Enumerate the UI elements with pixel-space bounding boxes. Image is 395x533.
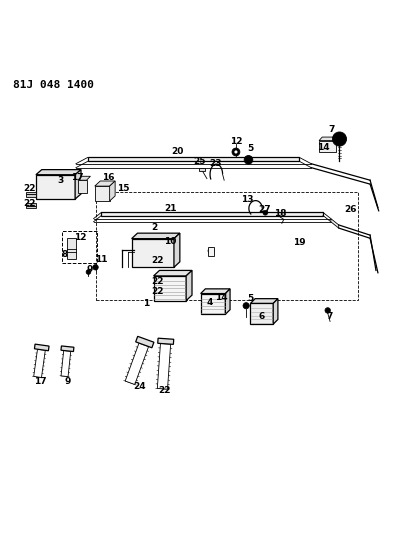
- Polygon shape: [273, 298, 278, 324]
- Polygon shape: [135, 336, 154, 348]
- Text: 12: 12: [73, 232, 86, 241]
- Circle shape: [234, 150, 237, 154]
- Circle shape: [243, 303, 249, 309]
- Polygon shape: [250, 298, 278, 303]
- Text: 24: 24: [134, 382, 146, 391]
- Polygon shape: [26, 206, 36, 208]
- Polygon shape: [158, 338, 174, 344]
- Text: 21: 21: [164, 204, 176, 213]
- Text: 13: 13: [241, 195, 254, 204]
- Polygon shape: [67, 238, 76, 259]
- Polygon shape: [36, 175, 75, 199]
- Text: 6: 6: [258, 312, 265, 321]
- Polygon shape: [132, 233, 180, 239]
- Text: 22: 22: [23, 183, 36, 192]
- Polygon shape: [319, 137, 339, 141]
- Text: 12: 12: [230, 138, 243, 146]
- Text: 22: 22: [151, 287, 164, 296]
- Polygon shape: [154, 276, 186, 301]
- Polygon shape: [61, 351, 71, 377]
- Text: 9: 9: [65, 377, 71, 386]
- Text: 17: 17: [34, 377, 47, 386]
- Polygon shape: [319, 141, 336, 151]
- Polygon shape: [26, 195, 36, 197]
- Text: 23: 23: [209, 159, 222, 168]
- Polygon shape: [154, 270, 192, 276]
- Text: 81J 048 1400: 81J 048 1400: [13, 80, 94, 90]
- Text: 5: 5: [247, 294, 254, 303]
- Polygon shape: [199, 168, 205, 171]
- Polygon shape: [174, 233, 180, 267]
- Text: 19: 19: [293, 238, 306, 247]
- Text: 22: 22: [151, 256, 164, 265]
- Text: 14: 14: [215, 293, 228, 302]
- Text: 22: 22: [23, 199, 36, 208]
- Circle shape: [325, 308, 331, 313]
- Text: 2: 2: [151, 223, 158, 232]
- Polygon shape: [75, 169, 81, 199]
- Polygon shape: [110, 181, 115, 201]
- Text: 26: 26: [344, 205, 357, 214]
- Text: 16: 16: [102, 173, 114, 182]
- Text: 3: 3: [57, 176, 63, 185]
- Circle shape: [263, 211, 268, 215]
- Polygon shape: [157, 343, 171, 389]
- Text: 15: 15: [117, 183, 129, 192]
- Polygon shape: [61, 346, 74, 352]
- Text: 27: 27: [258, 205, 271, 214]
- Polygon shape: [201, 289, 230, 294]
- Circle shape: [232, 148, 240, 156]
- Polygon shape: [201, 294, 226, 314]
- Polygon shape: [95, 186, 110, 201]
- Polygon shape: [88, 157, 299, 161]
- Text: 14: 14: [317, 143, 329, 152]
- Polygon shape: [34, 349, 45, 377]
- Polygon shape: [125, 343, 149, 384]
- Polygon shape: [78, 176, 90, 180]
- Polygon shape: [26, 191, 36, 194]
- Polygon shape: [34, 344, 49, 351]
- Text: 1: 1: [143, 299, 150, 308]
- Polygon shape: [250, 303, 273, 324]
- Polygon shape: [132, 239, 174, 267]
- Circle shape: [333, 132, 346, 146]
- Text: 7: 7: [329, 125, 335, 134]
- Text: 7: 7: [327, 312, 333, 321]
- Circle shape: [337, 136, 342, 141]
- Polygon shape: [36, 169, 81, 175]
- Text: 20: 20: [172, 148, 184, 157]
- Polygon shape: [209, 247, 214, 255]
- Polygon shape: [186, 270, 192, 301]
- Text: 25: 25: [193, 157, 206, 166]
- Polygon shape: [226, 289, 230, 314]
- Text: 17: 17: [71, 173, 83, 182]
- Polygon shape: [26, 204, 36, 206]
- Text: 10: 10: [164, 237, 176, 246]
- Text: 18: 18: [275, 209, 287, 218]
- Text: 4: 4: [206, 298, 213, 308]
- Circle shape: [86, 270, 91, 274]
- Text: 9: 9: [87, 265, 93, 274]
- Polygon shape: [331, 219, 339, 228]
- Text: 22: 22: [151, 277, 164, 286]
- Circle shape: [93, 264, 98, 270]
- Text: 8: 8: [61, 250, 67, 259]
- Text: 22: 22: [158, 386, 171, 395]
- Circle shape: [244, 156, 253, 164]
- Polygon shape: [78, 180, 87, 193]
- Polygon shape: [95, 181, 115, 186]
- Text: 5: 5: [248, 144, 254, 154]
- Polygon shape: [102, 212, 323, 215]
- Circle shape: [246, 158, 250, 162]
- Text: 11: 11: [95, 255, 108, 263]
